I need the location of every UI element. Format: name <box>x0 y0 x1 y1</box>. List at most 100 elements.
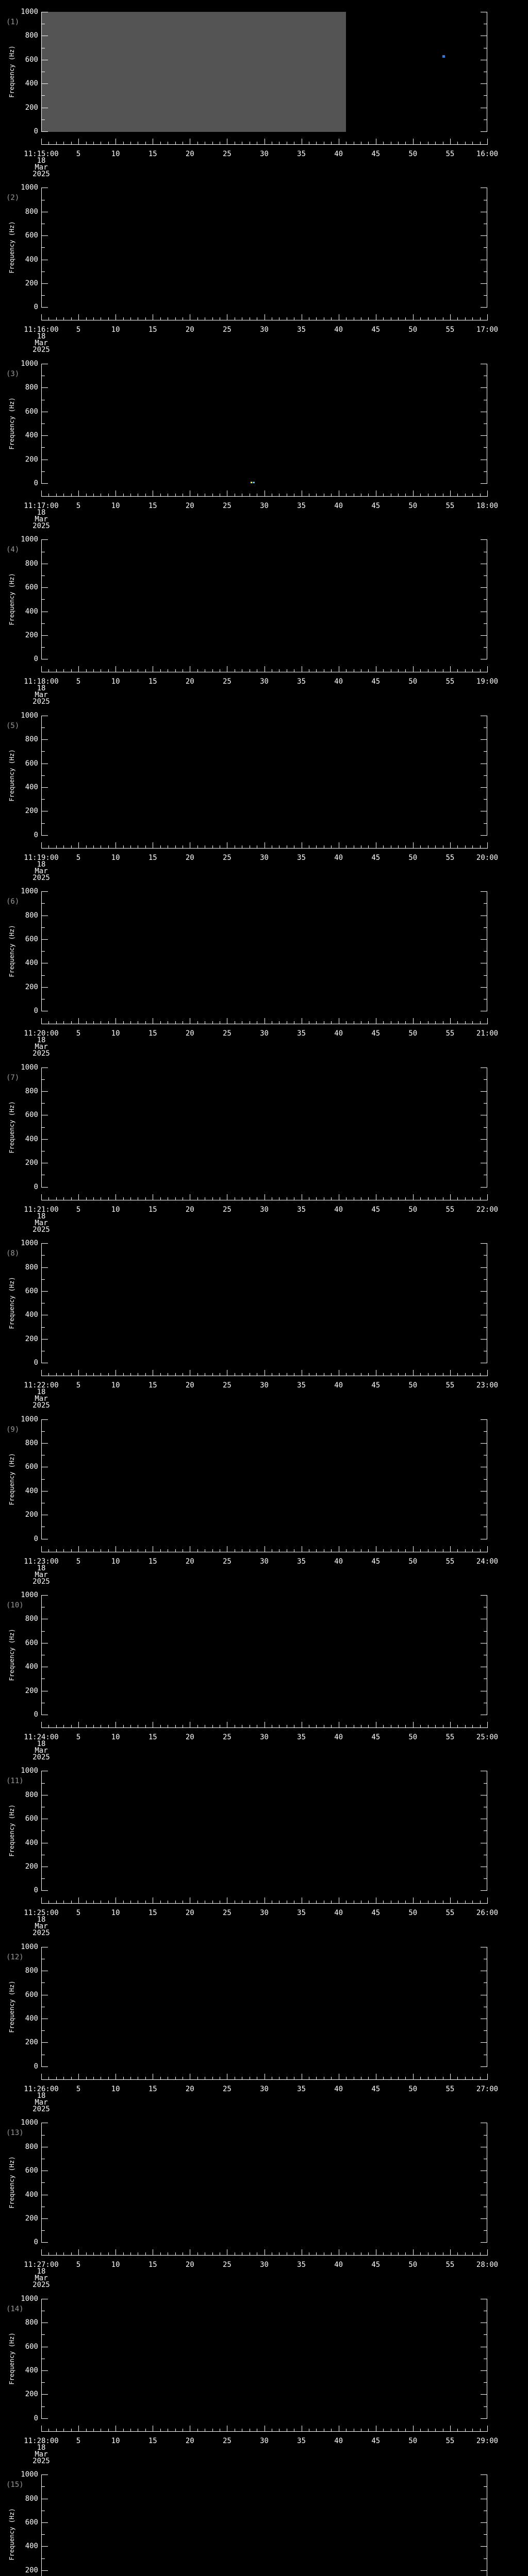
x-tick <box>197 1021 198 1024</box>
x-tick <box>145 1901 146 1904</box>
x-tick-label: 25 <box>222 2084 232 2093</box>
x-tick <box>56 1373 57 1376</box>
x-tick <box>130 2076 131 2079</box>
y-axis-title: Frequency (Hz) <box>8 2332 15 2385</box>
x-tick <box>316 493 317 496</box>
x-tick <box>331 317 332 320</box>
y-tick-left <box>42 387 48 388</box>
x-tick <box>78 1370 79 1376</box>
x-tick <box>465 1725 466 1727</box>
x-tick <box>56 142 57 144</box>
y-tick-left <box>42 975 45 976</box>
x-tick <box>450 1370 451 1376</box>
x-date-line: 18 <box>37 2091 46 2100</box>
x-tick <box>145 2428 146 2431</box>
x-tick <box>93 493 94 496</box>
x-tick-label: 45 <box>371 1205 381 1214</box>
x-tick <box>175 1021 176 1024</box>
x-tick <box>212 1549 213 1552</box>
x-tick <box>123 1021 124 1024</box>
y-tick-left <box>42 1783 45 1784</box>
y-tick-right <box>484 823 487 824</box>
x-tick-label: 20 <box>185 2084 194 2093</box>
x-tick <box>405 1901 406 1904</box>
y-tick-left <box>42 1338 48 1340</box>
y-tick-left <box>42 131 48 132</box>
x-tick <box>412 1897 414 1904</box>
y-tick-left <box>42 1103 45 1104</box>
x-tick <box>457 142 458 144</box>
x-tick-label: 25 <box>222 150 232 158</box>
x-tick <box>316 1549 317 1552</box>
x-tick-label: 55 <box>446 1909 455 1918</box>
x-tick-label: 50 <box>408 677 418 686</box>
x-tick <box>457 1549 458 1552</box>
y-tick-label: 0 <box>34 1359 38 1367</box>
x-start-time-label: 11:20:00 <box>24 1029 59 1038</box>
y-tick-right <box>481 83 487 84</box>
x-tick <box>56 669 57 672</box>
x-tick <box>465 2252 466 2256</box>
x-tick <box>56 2076 57 2079</box>
x-tick <box>123 845 124 848</box>
x-tick <box>412 2073 414 2079</box>
y-tick-right <box>481 2042 487 2043</box>
x-tick <box>398 2252 399 2256</box>
y-tick-right <box>481 1291 487 1292</box>
x-tick-label: 50 <box>408 2084 418 2093</box>
y-tick-right <box>484 1279 487 1280</box>
y-tick-left <box>42 1631 45 1632</box>
x-tick <box>86 845 87 848</box>
x-tick-label: 50 <box>408 1733 418 1741</box>
x-date-line: 2025 <box>32 2456 50 2465</box>
y-tick-label: 400 <box>25 783 38 791</box>
x-tick <box>368 317 369 320</box>
y-tick-label: 800 <box>25 1615 38 1623</box>
y-tick-left <box>42 2522 48 2523</box>
x-tick <box>108 1373 109 1376</box>
y-tick-label: 800 <box>25 2318 38 2327</box>
x-tick-label: 35 <box>297 1557 306 1566</box>
x-tick-label: 45 <box>371 1029 381 1038</box>
x-end-time-label: 18:00 <box>476 501 499 510</box>
x-tick <box>487 1370 488 1376</box>
x-tick <box>412 1194 414 1200</box>
x-tick <box>56 493 57 496</box>
y-tick-right <box>484 623 487 624</box>
y-tick-left <box>42 2370 48 2371</box>
x-tick <box>130 493 131 496</box>
x-tick <box>465 1197 466 1200</box>
x-tick <box>368 1725 369 1727</box>
y-tick-right <box>481 1338 487 1340</box>
x-tick <box>457 2076 458 2079</box>
x-tick-label: 25 <box>222 2261 232 2269</box>
x-tick-label: 45 <box>371 150 381 158</box>
x-date-line: Mar <box>35 163 48 172</box>
y-tick-label: 600 <box>25 407 38 416</box>
x-tick-label: 45 <box>371 853 381 862</box>
signal-marker <box>442 55 446 58</box>
y-tick-right <box>484 647 487 648</box>
x-tick <box>383 2428 384 2431</box>
x-tick <box>145 142 146 144</box>
x-tick-label: 25 <box>222 326 232 334</box>
x-tick-label: 10 <box>111 1029 120 1038</box>
x-tick <box>316 1725 317 1727</box>
y-tick-right <box>481 2218 487 2219</box>
x-tick <box>197 1725 198 1727</box>
y-tick-label: 600 <box>25 583 38 592</box>
x-tick <box>316 2428 317 2431</box>
panel-index-label: (4) <box>6 546 20 554</box>
signal-marker <box>250 482 252 483</box>
y-tick-label: 400 <box>25 959 38 968</box>
x-tick <box>398 1197 399 1200</box>
x-tick <box>78 2073 79 2079</box>
x-tick <box>145 2076 146 2079</box>
x-tick-label: 55 <box>446 1557 455 1566</box>
x-tick <box>316 142 317 144</box>
x-tick <box>212 1021 213 1024</box>
x-tick <box>71 1901 72 1904</box>
y-axis-title: Frequency (Hz) <box>8 2156 15 2209</box>
x-tick <box>457 317 458 320</box>
x-date-line: 18 <box>37 1564 46 1572</box>
